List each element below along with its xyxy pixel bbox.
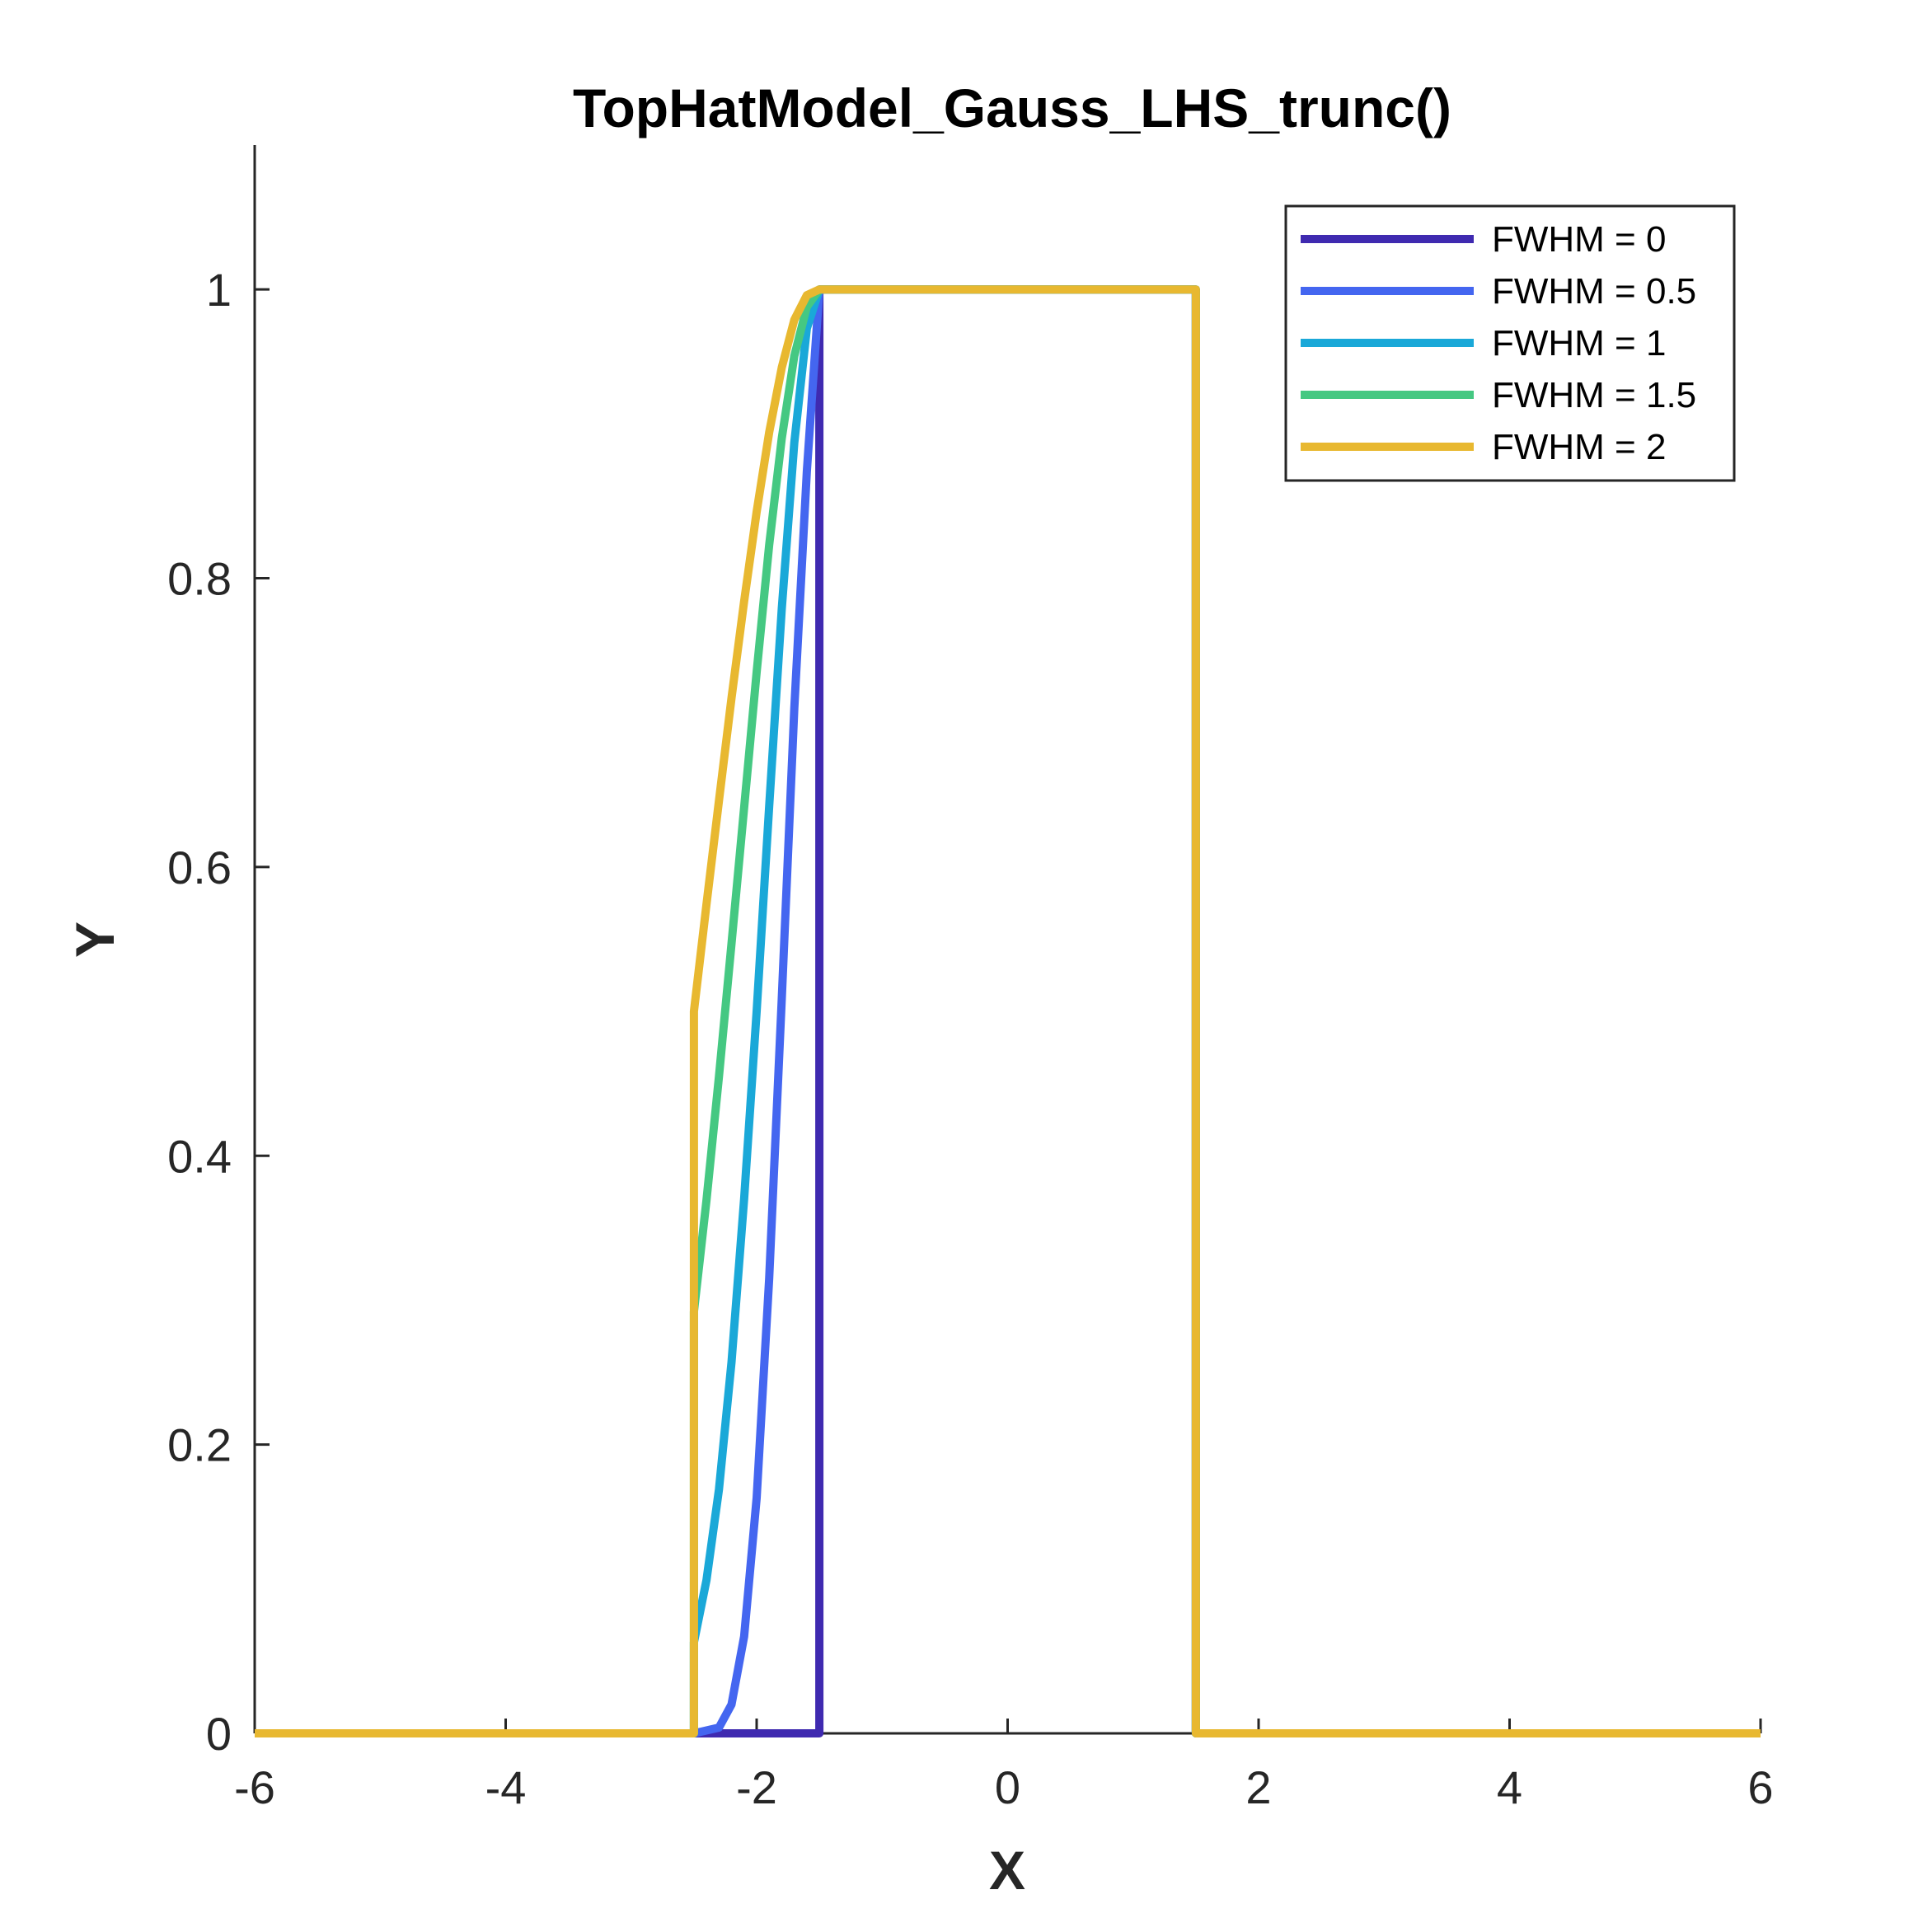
x-tick-label: 6 [1747,1761,1773,1813]
y-tick-label: 1 [206,264,232,316]
y-ticks: 0 0.2 0.4 0.6 0.8 1 [167,264,270,1760]
chart-title: TopHatModel_Gauss_LHS_trunc() [573,77,1451,138]
x-tick-label: -4 [485,1761,527,1813]
x-tick-label: -6 [234,1761,275,1813]
legend-label: FWHM = 1 [1492,323,1666,363]
legend-label: FWHM = 1.5 [1492,375,1696,415]
x-axis-label: X [989,1840,1025,1901]
y-tick-label: 0.6 [167,842,232,893]
x-tick-label: 0 [995,1761,1020,1813]
legend-label: FWHM = 0 [1492,219,1666,260]
x-tick-label: -2 [736,1761,777,1813]
x-ticks: -6 -4 -2 0 2 4 6 [234,1719,1774,1813]
y-tick-label: 0.4 [167,1130,232,1182]
series-line-3 [255,285,1761,1737]
y-tick-label: 0 [206,1708,232,1760]
series-line-4 [255,285,1761,1737]
series-group [255,285,1761,1737]
y-tick-label: 0.8 [167,553,232,605]
series-line-1 [255,285,1761,1737]
x-tick-label: 4 [1497,1761,1522,1813]
y-axis-label: Y [64,921,125,958]
x-tick-label: 2 [1245,1761,1271,1813]
legend: FWHM = 0 FWHM = 0.5 FWHM = 1 FWHM = 1.5 FWHM… [1284,204,1736,482]
legend-label: FWHM = 2 [1492,427,1666,467]
series-line-2 [255,285,1761,1737]
legend-label: FWHM = 0.5 [1492,271,1696,312]
series-line-5 [255,285,1761,1737]
y-tick-label: 0.2 [167,1419,232,1471]
